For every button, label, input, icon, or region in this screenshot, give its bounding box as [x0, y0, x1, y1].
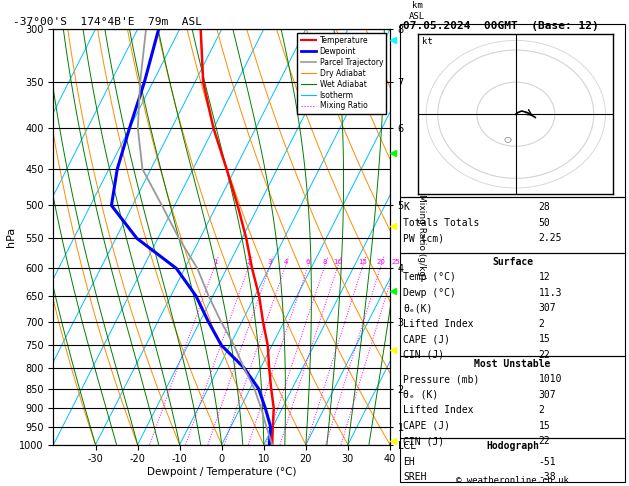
Text: 1: 1 [213, 260, 217, 265]
Y-axis label: hPa: hPa [6, 227, 16, 247]
Text: CIN (J): CIN (J) [403, 436, 444, 447]
X-axis label: Dewpoint / Temperature (°C): Dewpoint / Temperature (°C) [147, 467, 296, 477]
Text: PW (cm): PW (cm) [403, 233, 444, 243]
Text: 4: 4 [284, 260, 288, 265]
Text: CAPE (J): CAPE (J) [403, 421, 450, 431]
Text: 25: 25 [391, 260, 400, 265]
Text: 2.25: 2.25 [538, 233, 562, 243]
Text: 3: 3 [268, 260, 272, 265]
Text: Surface: Surface [492, 257, 533, 267]
Text: © weatheronline.co.uk: © weatheronline.co.uk [456, 476, 569, 485]
Y-axis label: Mixing Ratio (g/kg): Mixing Ratio (g/kg) [418, 194, 426, 280]
Text: EH: EH [403, 457, 415, 467]
Text: θₑ (K): θₑ (K) [403, 390, 438, 400]
Text: θₑ(K): θₑ(K) [403, 303, 433, 313]
Text: 15: 15 [538, 334, 550, 345]
Text: Hodograph: Hodograph [486, 441, 539, 451]
Text: 1010: 1010 [538, 374, 562, 384]
Text: -38: -38 [538, 472, 556, 483]
Text: 50: 50 [538, 218, 550, 228]
Text: CIN (J): CIN (J) [403, 350, 444, 360]
Text: 20: 20 [377, 260, 386, 265]
Text: 15: 15 [359, 260, 367, 265]
Text: Lifted Index: Lifted Index [403, 405, 474, 416]
Text: 2: 2 [538, 319, 544, 329]
Text: 22: 22 [538, 436, 550, 447]
Text: SREH: SREH [403, 472, 426, 483]
Text: Dewp (°C): Dewp (°C) [403, 288, 456, 298]
Text: 11.3: 11.3 [538, 288, 562, 298]
Text: 307: 307 [538, 303, 556, 313]
Text: -37°00'S  174°4B'E  79m  ASL: -37°00'S 174°4B'E 79m ASL [13, 17, 202, 27]
Text: km
ASL: km ASL [409, 1, 425, 21]
Text: 8: 8 [323, 260, 327, 265]
Text: 6: 6 [306, 260, 311, 265]
Text: 2: 2 [538, 405, 544, 416]
Text: 12: 12 [538, 272, 550, 282]
Text: Temp (°C): Temp (°C) [403, 272, 456, 282]
Text: 28: 28 [538, 202, 550, 212]
Text: 15: 15 [538, 421, 550, 431]
Text: -51: -51 [538, 457, 556, 467]
Text: CAPE (J): CAPE (J) [403, 334, 450, 345]
Text: 22: 22 [538, 350, 550, 360]
Text: 07.05.2024  00GMT  (Base: 12): 07.05.2024 00GMT (Base: 12) [403, 21, 598, 31]
Legend: Temperature, Dewpoint, Parcel Trajectory, Dry Adiabat, Wet Adiabat, Isotherm, Mi: Temperature, Dewpoint, Parcel Trajectory… [298, 33, 386, 114]
Text: Most Unstable: Most Unstable [474, 359, 551, 369]
Text: kt: kt [422, 36, 433, 46]
Text: K: K [403, 202, 409, 212]
Text: 10: 10 [333, 260, 343, 265]
Text: 2: 2 [247, 260, 251, 265]
Text: 307: 307 [538, 390, 556, 400]
Text: Lifted Index: Lifted Index [403, 319, 474, 329]
Text: Pressure (mb): Pressure (mb) [403, 374, 479, 384]
Text: Totals Totals: Totals Totals [403, 218, 479, 228]
